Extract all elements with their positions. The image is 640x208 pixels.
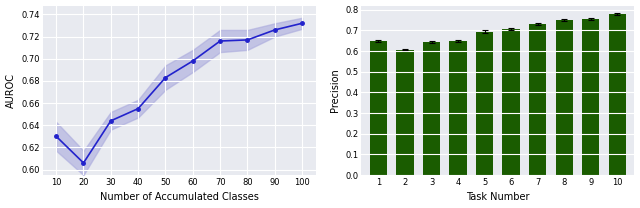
Bar xyxy=(449,41,467,175)
Bar xyxy=(423,42,440,175)
Y-axis label: Precision: Precision xyxy=(330,68,340,112)
X-axis label: Number of Accumulated Classes: Number of Accumulated Classes xyxy=(100,192,259,202)
Bar xyxy=(396,50,413,175)
X-axis label: Task Number: Task Number xyxy=(466,192,529,202)
Bar xyxy=(502,29,520,175)
Bar xyxy=(529,24,547,175)
Y-axis label: AUROC: AUROC xyxy=(6,73,15,108)
Bar xyxy=(609,14,626,175)
Bar xyxy=(582,19,599,175)
Bar xyxy=(476,32,493,175)
Bar xyxy=(556,20,573,175)
Bar xyxy=(370,41,387,175)
